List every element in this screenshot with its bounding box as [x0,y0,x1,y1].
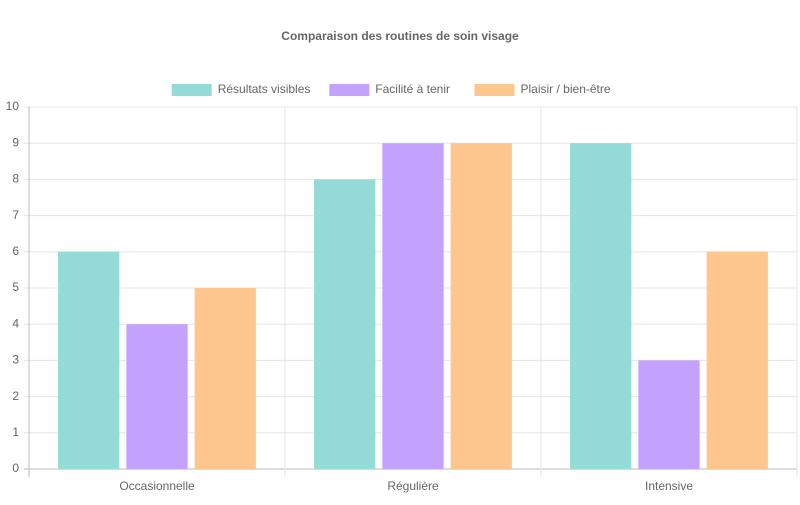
y-tick-label: 6 [12,244,19,258]
bar [314,179,376,469]
legend-label: Facilité à tenir [375,82,450,96]
bar [382,143,444,469]
legend-label: Résultats visibles [218,82,311,96]
legend-swatch [329,84,370,96]
legend-label: Plaisir / bien-être [521,82,611,96]
bar [126,324,188,469]
y-tick-label: 9 [12,135,19,149]
bar [450,143,512,469]
y-tick-label: 4 [12,316,19,330]
y-tick-label: 2 [12,389,19,403]
x-tick-label: Régulière [387,479,439,493]
bar [706,251,768,469]
y-tick-label: 8 [12,172,19,186]
bar [194,288,256,469]
legend-swatch [171,84,212,96]
y-tick-label: 0 [12,461,19,475]
y-tick-label: 1 [12,425,19,439]
bar [638,360,700,469]
y-tick-label: 7 [12,208,19,222]
x-tick-label: Intensive [645,479,693,493]
y-tick-label: 10 [6,99,20,113]
chart-title: Comparaison des routines de soin visage [281,29,519,43]
y-tick-label: 5 [12,280,19,294]
legend-swatch [474,84,515,96]
y-tick-label: 3 [12,353,19,367]
bar [58,251,120,469]
bar [570,143,632,469]
x-tick-label: Occasionnelle [119,479,195,493]
